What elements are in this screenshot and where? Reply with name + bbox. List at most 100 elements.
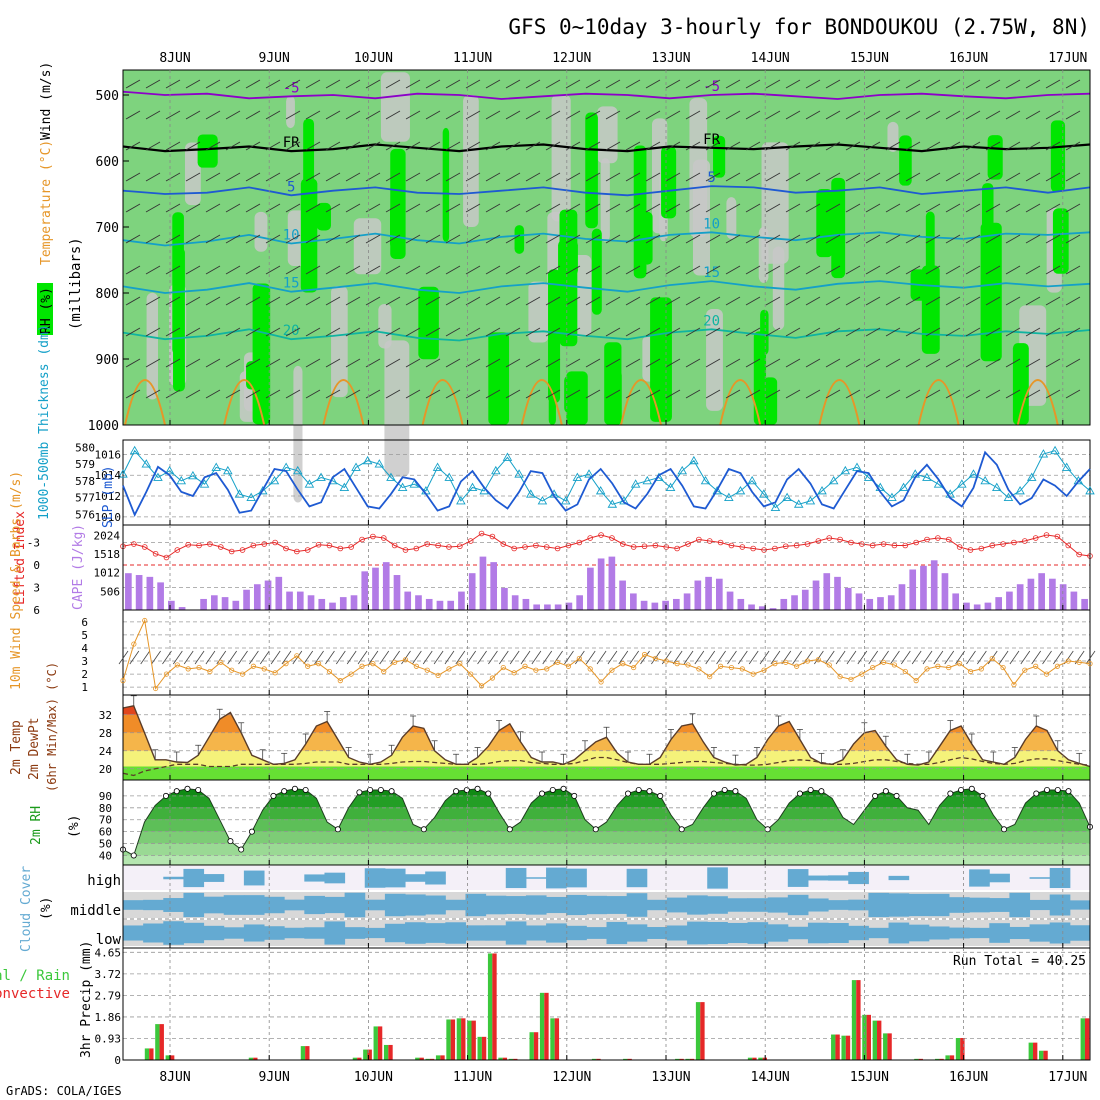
wind-barb-10m <box>705 650 716 665</box>
ylabel-slp: SLP (mb) <box>101 465 116 528</box>
wind-barb <box>125 203 141 213</box>
wind-barb <box>765 172 781 182</box>
thickness-marker <box>700 475 711 485</box>
wind-barb <box>165 358 181 368</box>
wind-barb <box>665 141 681 151</box>
wind-barb <box>565 327 581 337</box>
wind-barb <box>205 79 221 89</box>
wind-barb <box>685 141 701 151</box>
isotherm--5 <box>122 90 1091 100</box>
wind-speed-marker <box>239 671 246 677</box>
thickness-marker <box>304 479 315 488</box>
wind-barb <box>965 110 981 120</box>
wind-barb <box>265 79 281 89</box>
thickness-marker <box>724 492 734 502</box>
wind-speed-marker <box>207 668 213 675</box>
wind-barb <box>185 327 201 337</box>
cloud-cell <box>948 897 970 913</box>
wind-speed-marker <box>913 678 919 684</box>
li-marker <box>739 544 746 550</box>
wind-barb <box>705 265 721 275</box>
wind-barb <box>965 172 981 182</box>
wind-barb <box>125 296 141 306</box>
wind-barb <box>445 110 461 120</box>
wind-speed-marker <box>717 663 724 669</box>
wind-speed-marker <box>315 661 322 667</box>
wind-barb-10m <box>281 650 292 665</box>
wind-barb <box>265 265 281 275</box>
wind-barb <box>985 203 1001 213</box>
cape-bar <box>683 593 691 610</box>
wind-speed-marker <box>598 679 604 685</box>
wind-barb <box>285 265 301 275</box>
cloud-cell <box>707 867 728 889</box>
wind-barb <box>445 296 461 306</box>
li-marker <box>554 545 561 552</box>
wind-barb <box>125 141 141 151</box>
wind-barb <box>565 141 581 151</box>
wind-barb <box>205 203 221 213</box>
wind-barb <box>625 389 641 399</box>
wind-barb <box>345 172 361 182</box>
cloud-cell <box>505 896 527 914</box>
li-marker <box>619 541 626 547</box>
precip-bar-total <box>446 1019 451 1060</box>
wind-barb <box>585 110 601 120</box>
wind-barb <box>405 110 421 120</box>
wind-barb <box>965 327 981 337</box>
wind-barb <box>545 203 561 213</box>
wind-barb <box>905 203 921 213</box>
ylabel-rh2m-unit: (%) <box>67 815 82 838</box>
wind-barb <box>205 141 221 151</box>
wind-barb <box>965 265 981 275</box>
wind-barb <box>325 110 341 120</box>
rh2-marker <box>184 785 191 792</box>
wind-speed-marker <box>185 666 191 672</box>
cape-bar <box>253 584 261 610</box>
wind-barb <box>445 234 461 244</box>
wind-barb <box>265 389 281 399</box>
wind-barb <box>125 234 141 244</box>
wind-barb <box>445 79 461 89</box>
wind-speed-marker <box>772 661 778 667</box>
precip-bar-convective <box>450 1019 456 1060</box>
wind-barb <box>585 327 601 337</box>
thickness-marker <box>793 499 804 508</box>
wind-barb <box>965 358 981 368</box>
y-tick-label: 900 <box>96 353 119 368</box>
y-tick-label: 1 <box>81 681 88 694</box>
wind-barb <box>705 358 721 368</box>
wind-speed-marker <box>1033 663 1039 669</box>
li-marker <box>337 545 344 552</box>
wind-barb-10m <box>488 650 498 665</box>
cloud-cell <box>384 868 406 888</box>
li-marker <box>185 541 191 548</box>
cloud-cell <box>123 925 144 941</box>
wind-barb <box>145 141 161 151</box>
cape-bar <box>533 604 540 610</box>
ylabel-wind: Wind (m/s) <box>39 62 54 140</box>
wind-barb <box>665 327 681 337</box>
isotherm-warm <box>322 379 365 426</box>
precip-bar-total <box>935 1058 940 1060</box>
wind-barb <box>145 110 161 120</box>
wind-barb-10m <box>770 650 781 665</box>
cloud-cell <box>546 867 567 889</box>
wind-barb <box>365 79 381 89</box>
wind-barb <box>425 203 441 213</box>
wind-barb <box>125 358 141 368</box>
wind-barb <box>525 79 541 89</box>
wind-barb <box>605 296 621 306</box>
y-tick-label-right: 506 <box>100 585 120 598</box>
precip-bar-convective <box>429 1058 435 1060</box>
cloud-cell <box>243 924 265 942</box>
isotherm-warm <box>818 379 861 426</box>
rh2-marker <box>539 790 546 797</box>
date-labels-bottom: 8JUN 9JUN 10JUN 11JUN 12JUN 13JUN 14JUN 15JUN 16… <box>159 1070 1087 1085</box>
wind-speed-marker <box>1076 659 1082 665</box>
wind-barb <box>245 234 261 244</box>
wind-barb <box>745 172 761 182</box>
wind-barb <box>745 79 761 89</box>
ylabel-millibars: (millibars) <box>68 237 84 330</box>
wind-barb <box>205 234 221 244</box>
